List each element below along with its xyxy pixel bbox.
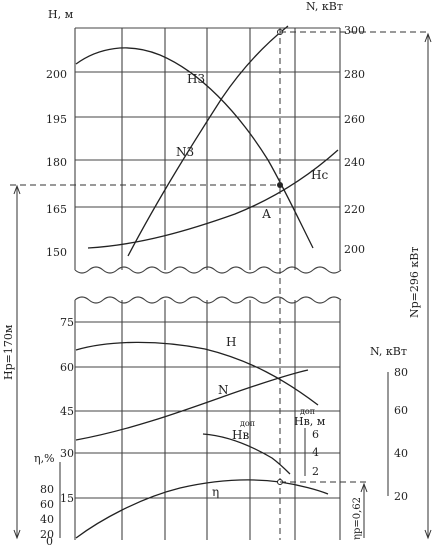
eta-tick: 60 (40, 498, 54, 511)
lower-h-tick: 45 (60, 405, 74, 418)
lower-n-tick: 80 (394, 366, 408, 379)
upper-n-tick: 300 (344, 24, 365, 37)
h3-head-curve (75, 47, 314, 249)
upper-horizontal-grid (75, 71, 340, 208)
upper-n-tick: 280 (344, 68, 365, 81)
lower-n-axis-title: N, кВт (370, 345, 407, 358)
n-curve-label: N (218, 383, 229, 397)
eta-tick: 20 (40, 528, 54, 541)
hv-axis-title: Нв, м (294, 415, 326, 428)
np-arrow-down (424, 529, 432, 540)
upper-n-tick: 240 (344, 156, 365, 169)
upper-vertical-grid (121, 28, 296, 270)
upper-h-tick: 180 (46, 156, 67, 169)
h3-label: Н3 (187, 72, 205, 86)
hv-curve-label: Нв (232, 428, 249, 442)
upper-n-tick: 260 (344, 113, 365, 126)
hp-arrow-up (13, 184, 21, 195)
hp-value: Нр=170м (2, 324, 15, 380)
lower-n-tick: 40 (394, 447, 408, 460)
n3-label: N3 (176, 145, 194, 159)
upper-n-axis-title: N, кВт (306, 0, 343, 13)
upper-h-tick: 200 (46, 68, 67, 81)
n3-power-curve (127, 25, 289, 257)
lower-h-tick: 60 (60, 361, 74, 374)
upper-frame (74, 27, 342, 274)
eta-efficiency-curve (75, 479, 329, 539)
np-value: Nр=296 кВт (408, 247, 421, 318)
h-curve-label: Н (226, 335, 236, 349)
n-power-curve (75, 369, 309, 441)
hv-axis-sup: доп (300, 407, 315, 416)
lower-n-tick: 60 (394, 404, 408, 417)
hv-npsh-curve (202, 433, 291, 475)
eta-p-value: ηр=0,62 (352, 497, 363, 540)
eta-curve-label: η (212, 485, 219, 499)
lower-h-tick: 75 (60, 316, 74, 329)
upper-n-tick: 220 (344, 203, 365, 216)
np-dimension: Nр=296 кВт (408, 32, 432, 540)
hc-label: Нс (311, 168, 328, 182)
lower-frame (74, 296, 342, 540)
upper-h-axis-title: H, м (48, 8, 74, 21)
upper-h-tick: 195 (46, 113, 67, 126)
eta-p-arrow (360, 482, 368, 493)
lower-horizontal-grid (75, 321, 340, 499)
operating-point-a (277, 182, 283, 188)
eta-tick: 0 (46, 535, 53, 545)
upper-h-tick: 150 (46, 246, 67, 259)
hv-tick: 6 (312, 428, 319, 441)
lower-vertical-grid (121, 300, 296, 540)
h-head-curve (75, 341, 319, 406)
hp-arrow-down (13, 529, 21, 540)
hv-tick: 2 (312, 465, 319, 478)
upper-h-tick: 165 (46, 203, 67, 216)
upper-n-tick: 200 (344, 243, 365, 256)
upper-panel: H, м N, кВт 200 195 180 165 150 300 280 … (10, 0, 428, 274)
lower-n-tick: 20 (394, 490, 408, 503)
point-a-label: А (262, 207, 271, 221)
eta-tick: 40 (40, 513, 54, 526)
eta-p-dimension: ηр=0,62 (352, 482, 368, 540)
lower-panel: 75 60 45 30 15 η,% 80 60 40 20 0 Нв, м д… (34, 296, 408, 545)
np-arrow-up (424, 32, 432, 43)
lower-h-tick: 15 (60, 492, 74, 505)
hv-curve-sup: доп (240, 419, 255, 428)
lower-h-tick: 30 (60, 447, 74, 460)
hc-system-curve (87, 149, 339, 249)
hv-tick: 4 (312, 446, 319, 459)
hp-dimension: Нр=170м (2, 184, 21, 540)
eta-axis-title: η,% (34, 452, 55, 465)
eta-tick: 80 (40, 483, 54, 496)
